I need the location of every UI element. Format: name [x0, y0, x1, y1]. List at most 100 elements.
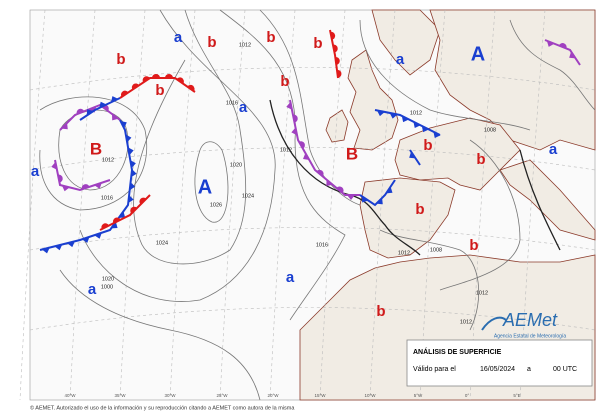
front-semicircle — [298, 141, 305, 149]
front-triangle — [376, 197, 383, 205]
info-date: 16/05/2024 — [480, 366, 515, 373]
front-triangle — [347, 195, 355, 200]
front-triangle — [303, 153, 310, 161]
meridian — [319, 9, 346, 401]
isobar — [439, 139, 521, 291]
cold-front — [39, 119, 134, 251]
isobar-label: 1000 — [101, 284, 113, 290]
front-semicircle — [336, 186, 344, 194]
front-semicircle — [81, 184, 90, 190]
parallel — [29, 147, 596, 171]
front-semicircle — [176, 77, 184, 84]
front-semicircle — [292, 114, 298, 123]
front-semicircle — [330, 31, 336, 40]
high-center: A — [198, 176, 212, 198]
minor-high: a — [286, 269, 295, 286]
longitude-label: 15°W — [314, 393, 326, 398]
minor-low: b — [155, 82, 164, 99]
front-triangle — [286, 101, 292, 110]
isobar — [79, 9, 276, 302]
copyright: © AEMET. Autorizado el uso de la informa… — [30, 404, 295, 411]
longitude-label: 40°W — [64, 393, 76, 398]
info-box: ANÁLISIS DE SUPERFICIE Válido para el 16… — [406, 339, 593, 387]
longitude-label: 20°W — [267, 393, 279, 398]
front-triangle — [131, 169, 137, 178]
front-triangle — [51, 161, 57, 170]
minor-low: b — [476, 151, 485, 168]
meridian — [69, 9, 96, 401]
front-triangle — [326, 179, 333, 187]
front-semicircle — [139, 197, 147, 205]
front-semicircle — [335, 56, 340, 65]
isobars — [39, 9, 596, 401]
isobar-label: 1012 — [460, 319, 472, 325]
meridian — [269, 9, 296, 401]
fronts — [39, 29, 581, 254]
front-semicircle — [101, 223, 109, 230]
isobar-label: 1008 — [484, 127, 496, 133]
isobar-label: 1012 — [398, 250, 410, 256]
front-triangle — [569, 51, 576, 59]
front-triangle — [125, 134, 132, 143]
minor-low: b — [423, 137, 432, 154]
isobar — [359, 19, 531, 131]
front-semicircle — [165, 74, 173, 78]
minor-low: b — [313, 35, 322, 52]
front-semicircle — [316, 169, 324, 177]
isobar-label: 1016 — [101, 195, 113, 201]
front-triangle — [86, 109, 94, 116]
isobar — [194, 141, 229, 223]
minor-low: b — [415, 201, 424, 218]
longitude-label: 30°W — [164, 393, 176, 398]
front-triangle — [94, 232, 102, 239]
front-triangle — [128, 147, 134, 156]
front-triangle — [409, 151, 416, 159]
front-triangle — [421, 125, 429, 133]
longitude-label: 10°W — [364, 393, 376, 398]
meridian — [19, 9, 46, 401]
france — [394, 117, 521, 191]
front-triangle — [413, 121, 421, 128]
isobar-label: 1020 — [230, 162, 242, 168]
front-triangle — [389, 112, 398, 119]
info-box-frame — [406, 339, 593, 387]
info-at: a — [527, 366, 531, 373]
minor-low: b — [469, 237, 478, 254]
isobar-label: 1012 — [280, 147, 292, 153]
longitude-label: 0° — [465, 393, 470, 398]
info-title: ANÁLISIS DE SUPERFICIE — [413, 347, 502, 356]
isobar — [219, 9, 346, 321]
front-triangle — [54, 244, 63, 251]
front-semicircle — [187, 84, 195, 92]
front-semicircle — [76, 108, 85, 115]
front-semicircle — [336, 69, 342, 78]
logo-subtitle: Agencia Estatal de Meteorología — [494, 333, 566, 339]
meridian — [119, 9, 146, 401]
isobar-label: 1024 — [242, 193, 254, 199]
trough-line — [519, 149, 561, 251]
front-triangle — [128, 195, 134, 204]
isobar-label: 1026 — [210, 202, 222, 208]
info-time: 00 UTC — [553, 366, 577, 373]
front-semicircle — [332, 44, 338, 53]
isobar — [59, 269, 261, 401]
front-triangle — [291, 127, 298, 136]
minor-low: b — [207, 34, 216, 51]
front-triangle — [41, 247, 50, 254]
minor-high: a — [396, 51, 405, 68]
front-semicircle — [130, 206, 138, 214]
front-triangle — [546, 40, 555, 47]
front-semicircle — [142, 76, 150, 83]
logo-swoosh — [481, 316, 507, 331]
isobar-label: 1012 — [239, 42, 251, 48]
ireland — [325, 109, 349, 143]
minor-low: b — [280, 73, 289, 90]
isobar — [133, 9, 247, 265]
longitude-label: 5°W — [414, 393, 423, 398]
isobar-label: 1012 — [102, 157, 114, 163]
parallel — [29, 227, 596, 251]
front-semicircle — [57, 174, 63, 183]
front-triangle — [110, 96, 119, 103]
minor-high: a — [31, 163, 40, 180]
meridian — [169, 9, 196, 401]
